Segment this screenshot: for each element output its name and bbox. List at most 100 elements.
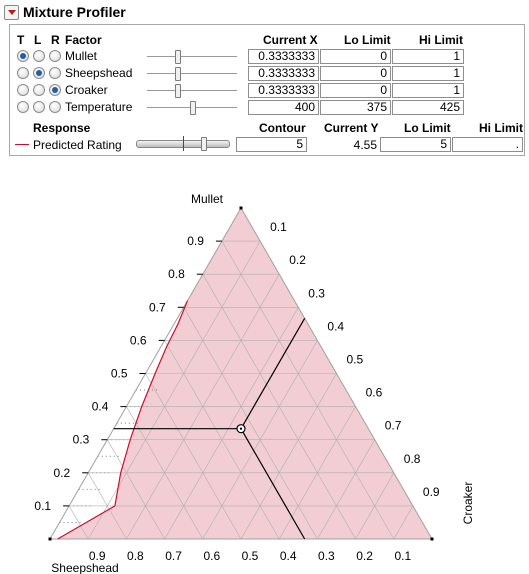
col-header-r: R xyxy=(51,33,60,47)
mullet-top-radio[interactable] xyxy=(17,50,29,62)
mullet-vertex-marker xyxy=(239,206,243,210)
temperature-current-x[interactable]: 400 xyxy=(248,100,319,115)
gridline-croaker xyxy=(355,472,395,540)
sheepshead-left-radio[interactable] xyxy=(33,67,45,79)
ternary-plot[interactable]: 0.1 0.2 0.3 0.4 0.5 0.6 0.7 0.8 0.9 0.1 0.2 0.3 0.4 0… xyxy=(0,165,529,574)
bottom-edge-tick-label: 0.3 xyxy=(318,549,335,563)
mullet-right-radio[interactable] xyxy=(49,50,61,62)
col-header-factor: Factor xyxy=(65,33,102,47)
contour-slider-thumb[interactable] xyxy=(201,137,207,151)
sheepshead-right-radio[interactable] xyxy=(49,67,61,79)
gridline-sheepshead xyxy=(183,307,318,540)
sheepshead-vertex-marker xyxy=(48,537,52,541)
col-header-current-y: Current Y xyxy=(324,121,379,135)
croaker-lo-limit[interactable]: 0 xyxy=(320,83,391,98)
right-edge-tick-label: 0.8 xyxy=(404,452,421,466)
left-edge-tick-label: 0.7 xyxy=(149,300,166,314)
col-header-hi-limit: Hi Limit xyxy=(419,33,463,47)
collapse-toggle-icon[interactable] xyxy=(4,4,19,20)
current-point-center xyxy=(239,427,243,430)
left-edge-tick-label: 0.1 xyxy=(34,499,51,513)
bottom-edge-tick-label: 0.5 xyxy=(242,549,259,563)
croaker-top-radio[interactable] xyxy=(17,84,29,96)
sheepshead-hi-limit[interactable]: 1 xyxy=(392,66,464,81)
vertex-label-sheepshead: Sheepshead xyxy=(51,561,118,574)
bottom-edge-tick-label: 0.7 xyxy=(165,549,182,563)
response-name: Predicted Rating xyxy=(33,138,122,152)
factor-name-sheepshead: Sheepshead xyxy=(65,66,133,80)
current-y-value: 4.55 xyxy=(353,138,377,152)
contour-value[interactable]: 5 xyxy=(236,137,307,152)
right-edge-tick-label: 0.3 xyxy=(308,286,325,300)
right-edge-tick-label: 0.5 xyxy=(347,353,364,367)
temperature-slider-thumb[interactable] xyxy=(190,101,196,115)
left-edge-tick-label: 0.3 xyxy=(73,433,90,447)
gridline-sheepshead xyxy=(107,439,165,540)
factor-name-temperature: Temperature xyxy=(65,100,133,114)
right-edge-tick-label: 0.7 xyxy=(385,419,402,433)
gridline-croaker xyxy=(393,505,414,540)
gridline-croaker xyxy=(317,439,375,540)
left-edge-tick-label: 0.6 xyxy=(130,333,147,347)
response-hi-limit[interactable]: . xyxy=(452,137,523,152)
gridline-sheepshead xyxy=(221,240,395,540)
bottom-edge-tick-label: 0.9 xyxy=(89,549,106,563)
croaker-slider-track[interactable] xyxy=(147,90,237,91)
col-header-response-lo-limit: Lo Limit xyxy=(404,121,451,135)
response-lo-limit[interactable]: 5 xyxy=(380,137,451,152)
croaker-right-radio[interactable] xyxy=(49,84,61,96)
croaker-current-x[interactable]: 0.3333333 xyxy=(248,83,319,98)
mullet-current-x[interactable]: 0.3333333 xyxy=(248,49,319,64)
contour-line-predicted-rating xyxy=(57,300,189,540)
left-edge-tick-label: 0.2 xyxy=(54,466,71,480)
panel-title: Mixture Profiler xyxy=(23,4,126,20)
temperature-top-radio[interactable] xyxy=(17,101,29,113)
sheepshead-top-radio[interactable] xyxy=(17,67,29,79)
sheepshead-lo-limit[interactable]: 0 xyxy=(320,66,391,81)
mullet-lo-limit[interactable]: 0 xyxy=(320,49,391,64)
sheepshead-current-x[interactable]: 0.3333333 xyxy=(248,66,319,81)
contour-limit-marker xyxy=(183,136,184,151)
croaker-left-radio[interactable] xyxy=(33,84,45,96)
left-edge-tick-label: 0.8 xyxy=(168,267,185,281)
crosshair-croaker-line xyxy=(240,318,306,429)
left-edge-tick-label: 0.9 xyxy=(187,234,204,248)
temperature-lo-limit[interactable]: 375 xyxy=(320,100,391,115)
right-edge-tick-label: 0.2 xyxy=(289,253,306,267)
gridline-sheepshead xyxy=(87,472,127,540)
left-edge-tick-label: 0.4 xyxy=(92,400,109,414)
col-header-response-hi-limit: Hi Limit xyxy=(479,121,523,135)
right-edge-tick-label: 0.6 xyxy=(366,386,383,400)
bottom-edge-tick-label: 0.8 xyxy=(127,549,144,563)
right-edge-tick-label: 0.9 xyxy=(423,485,440,499)
sheepshead-slider-thumb[interactable] xyxy=(175,67,181,81)
croaker-hi-limit[interactable]: 1 xyxy=(392,83,464,98)
sheepshead-slider-track[interactable] xyxy=(147,73,237,74)
col-header-response: Response xyxy=(33,121,91,135)
croaker-slider-thumb[interactable] xyxy=(175,84,181,98)
mullet-hi-limit[interactable]: 1 xyxy=(392,49,464,64)
left-edge-tick-label: 0.5 xyxy=(111,367,128,381)
factor-name-croaker: Croaker xyxy=(65,83,108,97)
col-header-current-x: Current X xyxy=(263,33,318,47)
gridline-croaker xyxy=(240,373,337,540)
col-header-lo-limit: Lo Limit xyxy=(344,33,391,47)
factor-name-mullet: Mullet xyxy=(65,49,98,63)
mullet-slider-thumb[interactable] xyxy=(175,50,181,64)
col-header-contour: Contour xyxy=(259,121,306,135)
col-header-t: T xyxy=(17,33,25,47)
temperature-hi-limit[interactable]: 425 xyxy=(392,100,464,115)
right-edge-tick-label: 0.4 xyxy=(327,319,344,333)
right-edge-tick-label: 0.1 xyxy=(270,220,287,234)
mullet-left-radio[interactable] xyxy=(33,50,45,62)
gridline-croaker xyxy=(164,307,299,540)
vertex-label-mullet: Mullet xyxy=(191,192,224,206)
response-color-swatch xyxy=(15,144,29,145)
mullet-slider-track[interactable] xyxy=(147,56,237,57)
crosshair-sheepshead-line xyxy=(240,428,306,540)
temperature-left-radio[interactable] xyxy=(33,101,45,113)
panel-header: Mixture Profiler xyxy=(4,2,126,22)
bottom-edge-tick-label: 0.2 xyxy=(356,549,373,563)
temperature-right-radio[interactable] xyxy=(49,101,61,113)
col-header-l: L xyxy=(34,33,42,47)
